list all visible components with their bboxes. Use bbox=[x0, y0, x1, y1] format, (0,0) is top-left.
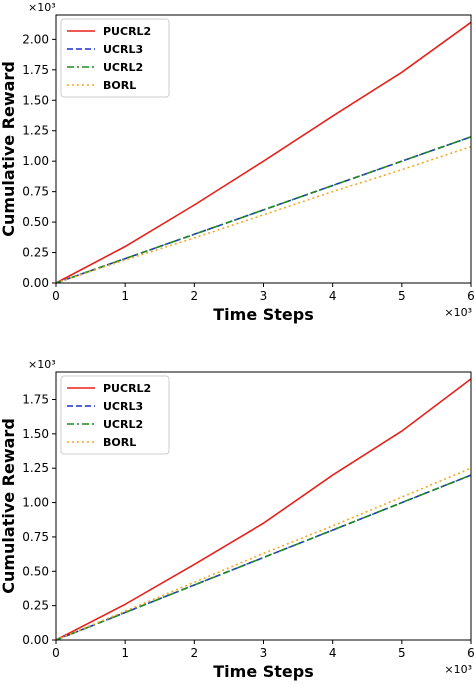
x-tick-label: 0 bbox=[52, 646, 60, 660]
x-multiplier-label: ×10³ bbox=[444, 306, 472, 319]
series-line-ucrl3 bbox=[55, 474, 472, 641]
x-tick-label: 4 bbox=[329, 289, 337, 303]
y-multiplier-label: ×10³ bbox=[28, 1, 56, 14]
legend-box bbox=[60, 375, 170, 455]
y-tick-label: 0.50 bbox=[22, 564, 49, 578]
series-line-ucrl3 bbox=[55, 136, 472, 284]
x-tick-label: 2 bbox=[191, 646, 199, 660]
y-axis-label: Cumulative Reward bbox=[0, 61, 18, 237]
y-tick-label: 1.00 bbox=[22, 496, 49, 510]
legend: PUCRL2 UCRL3 UCRL2 BORL bbox=[60, 18, 170, 98]
x-tick-label: 2 bbox=[191, 289, 199, 303]
y-tick-label: 0.00 bbox=[22, 276, 49, 290]
series-line-borl bbox=[55, 467, 472, 641]
x-tick-label: 3 bbox=[260, 289, 268, 303]
y-tick-label: 0.00 bbox=[22, 633, 49, 647]
x-tick-label: 6 bbox=[467, 289, 474, 303]
series-line-pucrl2 bbox=[55, 378, 472, 641]
y-tick-label: 1.00 bbox=[22, 154, 49, 168]
y-tick-label: 1.50 bbox=[22, 427, 49, 441]
x-tick-label: 6 bbox=[467, 646, 474, 660]
series-line-ucrl2 bbox=[55, 474, 472, 641]
y-tick-label: 1.50 bbox=[22, 93, 49, 107]
x-tick-label: 1 bbox=[121, 289, 129, 303]
y-tick-label: 1.75 bbox=[22, 63, 49, 77]
chart-panel-2: 0 1 2 3 4 5 6 0.00 0.25 0.50 0.75 1.00 1.25 1.50 1.75 ×… bbox=[0, 358, 474, 681]
legend-label-borl: BORL bbox=[103, 436, 136, 449]
y-tick-label: 0.75 bbox=[22, 530, 49, 544]
legend-label-pucrl2: PUCRL2 bbox=[103, 25, 151, 38]
x-tick-label: 0 bbox=[52, 289, 60, 303]
legend-label-pucrl2: PUCRL2 bbox=[103, 382, 151, 395]
y-tick-label: 1.25 bbox=[22, 461, 49, 475]
y-tick-label: 0.25 bbox=[22, 599, 49, 613]
y-tick-label: 0.50 bbox=[22, 215, 49, 229]
series-line-ucrl2 bbox=[55, 136, 472, 284]
x-tick-label: 5 bbox=[398, 289, 406, 303]
x-tick-label: 1 bbox=[121, 646, 129, 660]
legend-label-borl: BORL bbox=[103, 79, 136, 92]
x-axis-label: Time Steps bbox=[213, 305, 314, 324]
x-tick-label: 5 bbox=[398, 646, 406, 660]
y-tick-label: 1.25 bbox=[22, 124, 49, 138]
series-line-pucrl2 bbox=[55, 21, 472, 284]
legend-label-ucrl3: UCRL3 bbox=[103, 400, 143, 413]
series-line-borl bbox=[55, 145, 472, 284]
legend-box bbox=[60, 18, 170, 98]
x-tick-label: 4 bbox=[329, 646, 337, 660]
y-tick-label: 0.25 bbox=[22, 246, 49, 260]
y-tick-label: 0.75 bbox=[22, 185, 49, 199]
x-tick-label: 3 bbox=[260, 646, 268, 660]
y-tick-label: 2.00 bbox=[22, 32, 49, 46]
legend-label-ucrl2: UCRL2 bbox=[103, 418, 143, 431]
y-multiplier-label: ×10³ bbox=[28, 358, 56, 371]
x-multiplier-label: ×10³ bbox=[444, 663, 472, 676]
legend: PUCRL2 UCRL3 UCRL2 BORL bbox=[60, 375, 170, 455]
legend-label-ucrl2: UCRL2 bbox=[103, 61, 143, 74]
legend-label-ucrl3: UCRL3 bbox=[103, 43, 143, 56]
chart-panel-1: 0 1 2 3 4 5 6 0.00 0.25 0.50 0.75 1.00 1.25 1.50 1.75 2… bbox=[0, 1, 474, 324]
y-tick-label: 1.75 bbox=[22, 392, 49, 406]
y-axis-label: Cumulative Reward bbox=[0, 418, 18, 594]
x-axis-label: Time Steps bbox=[213, 662, 314, 681]
